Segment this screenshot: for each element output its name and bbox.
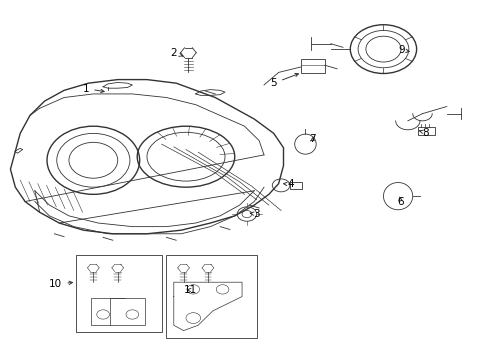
- Text: 7: 7: [309, 135, 315, 144]
- Text: 4: 4: [283, 179, 294, 189]
- Text: 10: 10: [49, 279, 72, 289]
- Bar: [91, 298, 144, 325]
- Bar: [166, 255, 256, 338]
- Bar: [289, 182, 302, 189]
- Bar: [76, 255, 161, 332]
- Text: 3: 3: [250, 209, 260, 219]
- Text: 11: 11: [184, 285, 197, 295]
- Text: 9: 9: [397, 45, 408, 55]
- Text: 8: 8: [419, 128, 428, 138]
- Bar: [417, 127, 434, 135]
- Text: 1: 1: [82, 84, 104, 94]
- Text: 6: 6: [396, 197, 403, 207]
- Text: 5: 5: [270, 73, 298, 88]
- Text: 2: 2: [170, 48, 183, 58]
- Bar: [300, 59, 325, 73]
